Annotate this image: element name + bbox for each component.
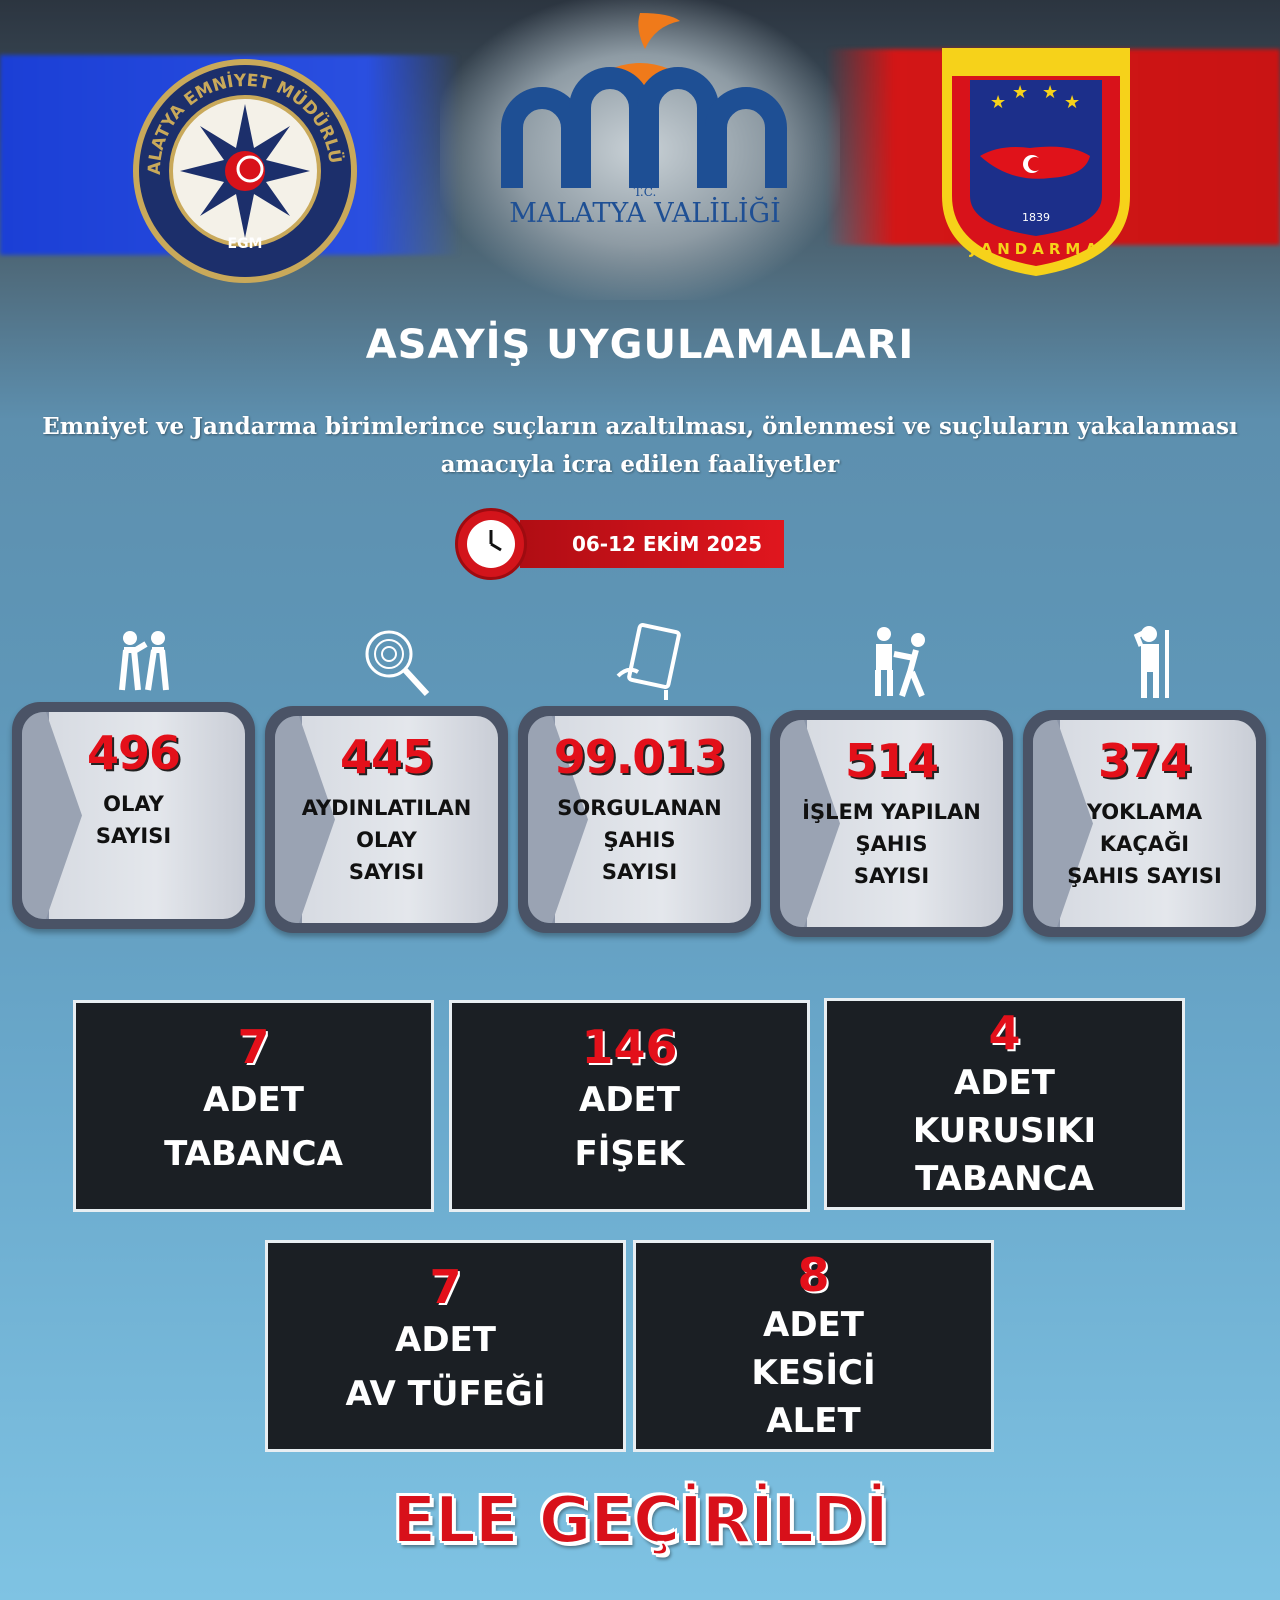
stat-value: 514 (844, 734, 939, 788)
stat-label: YOKLAMA KAÇAĞI ŞAHIS SAYISI (1067, 800, 1222, 888)
stat-value: 99.013 (553, 730, 727, 784)
tablet-icon (616, 623, 681, 700)
stat-label: AYDINLATILAN OLAY SAYISI (301, 796, 472, 884)
valilik-logo: T.C. MALATYA VALİLİĞİ (501, 13, 787, 229)
stat-label: SORGULANAN ŞAHIS SAYISI (557, 796, 722, 884)
seized-heading: ELE GEÇİRİLDİ (391, 1483, 889, 1559)
stat-label: İŞLEM YAPILAN ŞAHIS SAYISI (802, 800, 981, 888)
stat-card: 514 İŞLEM YAPILAN ŞAHIS SAYISI (770, 710, 1013, 937)
svg-text:T.C.: T.C. (634, 185, 657, 199)
stat-card: 496 OLAY SAYISI (12, 702, 255, 929)
svg-text:★: ★ (990, 92, 1006, 113)
seized-value: 8 (797, 1248, 830, 1302)
seized-value: 7 (237, 1020, 270, 1074)
stat-card: 374 YOKLAMA KAÇAĞI ŞAHIS SAYISI (1023, 710, 1266, 937)
svg-text:★: ★ (1012, 82, 1028, 103)
seized-item: 7 ADET TABANCA (73, 1000, 434, 1212)
seized-label: ADET AV TÜFEĞİ (345, 1320, 546, 1414)
seized-label: ADET TABANCA (164, 1080, 343, 1174)
seized-item: 8 ADET KESİCİ ALET (633, 1240, 994, 1452)
svg-text:EGM: EGM (228, 236, 263, 252)
svg-text:★: ★ (1064, 92, 1080, 113)
police-logo: MALATYA EMNİYET MÜDÜRLÜĞÜ EGM (130, 56, 357, 283)
jandarma-logo: ★ ★ ★ ★ 1839 JANDARMA (942, 48, 1130, 276)
soldier-salute-icon (1133, 626, 1169, 698)
seized-item: 4 ADET KURUSIKI TABANCA (824, 998, 1185, 1210)
seized-item: 146 ADET FİŞEK (449, 1000, 810, 1212)
clock-icon (455, 508, 527, 580)
seized-item: 7 ADET AV TÜFEĞİ (265, 1240, 626, 1452)
svg-text:★: ★ (1042, 82, 1058, 103)
page-subtitle: Emniyet ve Jandarma birimlerince suçları… (42, 413, 1238, 478)
seized-value: 7 (429, 1260, 462, 1314)
stat-value: 445 (339, 730, 434, 784)
stat-card: 99.013 SORGULANAN ŞAHIS SAYISI (518, 706, 761, 933)
svg-text:MALATYA VALİLİĞİ: MALATYA VALİLİĞİ (509, 195, 781, 229)
seized-label: ADET KURUSIKI TABANCA (912, 1063, 1097, 1199)
seized-value: 146 (581, 1020, 678, 1074)
date-banner: 06-12 EKİM 2025 (520, 520, 784, 568)
seized-label: ADET KESİCİ ALET (751, 1305, 876, 1441)
date-text: 06-12 EKİM 2025 (571, 532, 763, 556)
arrest-icon (875, 627, 925, 698)
page-title: ASAYİŞ UYGULAMALARI (365, 322, 915, 368)
seized-label: ADET FİŞEK (574, 1080, 685, 1174)
fingerprint-search-icon (365, 630, 430, 697)
svg-text:JANDARMA: JANDARMA (969, 240, 1102, 258)
stat-label: OLAY SAYISI (95, 792, 172, 848)
seized-value: 4 (988, 1006, 1021, 1060)
fight-icon (119, 631, 169, 691)
svg-text:1839: 1839 (1022, 211, 1050, 224)
stat-card: 445 AYDINLATILAN OLAY SAYISI (265, 706, 508, 933)
stat-value: 374 (1097, 734, 1192, 788)
stat-value: 496 (86, 726, 181, 780)
